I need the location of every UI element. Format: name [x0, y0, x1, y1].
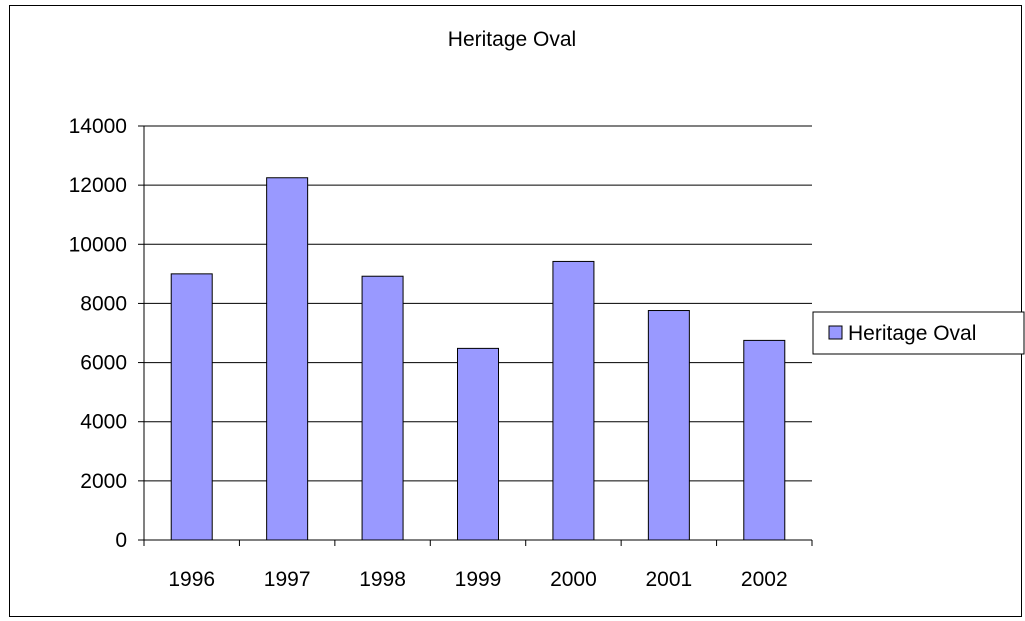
bar-2000 [552, 260, 595, 541]
y-tick-label: 4000 [80, 411, 127, 434]
x-tick-label: 2002 [741, 568, 788, 591]
bar-2001 [647, 310, 690, 541]
bar-1999 [457, 347, 499, 541]
y-tick-label: 8000 [80, 292, 127, 315]
legend-swatch [828, 325, 843, 340]
bar-1998 [361, 275, 404, 541]
x-tick-label: 2000 [550, 568, 597, 591]
bar-1996 [170, 273, 213, 541]
y-tick-labels: 0 2000 4000 6000 8000 10000 12000 14000 [69, 115, 127, 552]
chart-title: Heritage Oval [448, 28, 576, 51]
x-tick-label: 2001 [645, 568, 692, 591]
legend-label: Heritage Oval [848, 322, 976, 345]
y-tick-label: 2000 [80, 470, 127, 493]
legend: Heritage Oval [812, 311, 1025, 355]
bar-1997 [266, 177, 309, 541]
axes [138, 125, 813, 546]
y-tick-label: 10000 [69, 233, 127, 256]
y-tick-label: 6000 [80, 352, 127, 375]
legend-box [812, 311, 1025, 355]
y-tick-label: 12000 [69, 174, 127, 197]
bars [170, 177, 786, 541]
y-tick-label: 14000 [69, 115, 127, 138]
x-tick-label: 1996 [168, 568, 215, 591]
x-tick-label: 1998 [359, 568, 406, 591]
y-tick-label: 0 [115, 529, 127, 552]
x-tick-labels: 1996 1997 1998 1999 2000 2001 2002 [168, 568, 787, 591]
x-tick-label: 1997 [264, 568, 311, 591]
x-tick-label: 1999 [455, 568, 502, 591]
bar-2002 [743, 339, 786, 541]
gridlines [144, 125, 812, 482]
